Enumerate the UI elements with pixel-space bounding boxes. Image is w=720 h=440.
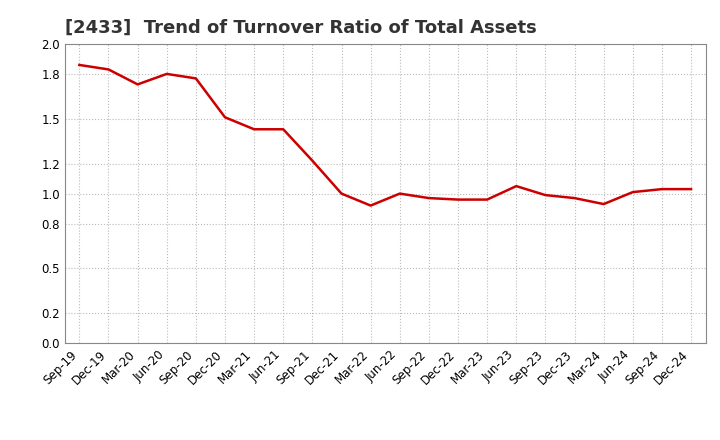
Text: [2433]  Trend of Turnover Ratio of Total Assets: [2433] Trend of Turnover Ratio of Total … — [65, 19, 536, 37]
